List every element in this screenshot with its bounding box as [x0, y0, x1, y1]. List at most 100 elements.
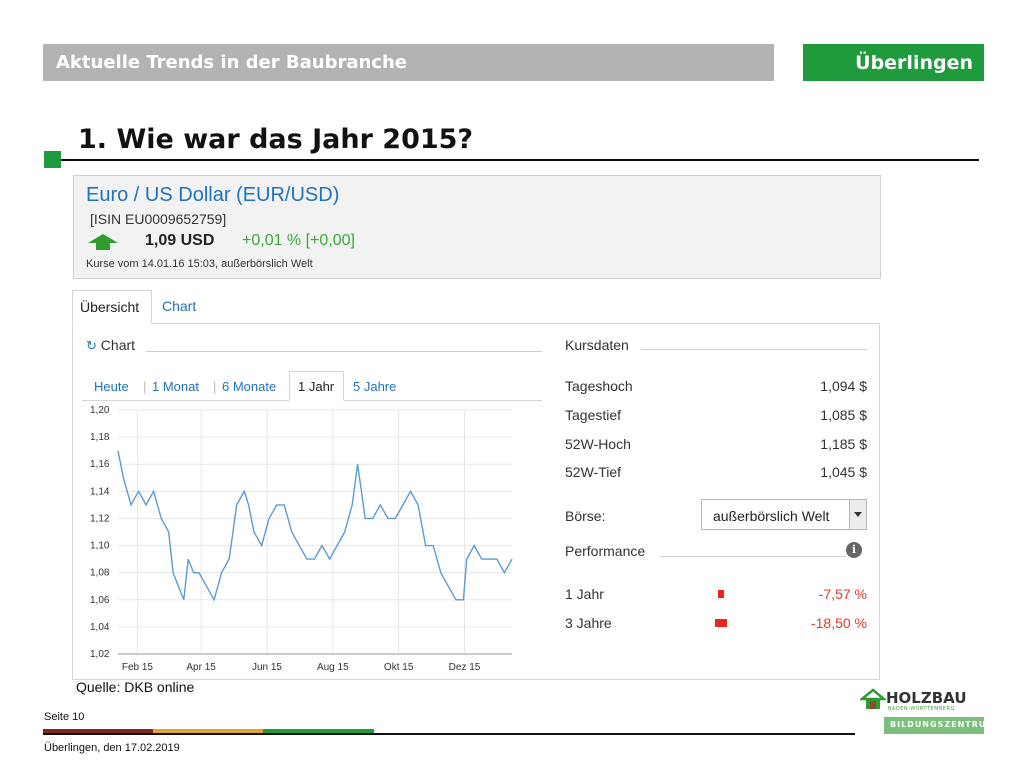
- data-point: [402, 504, 404, 506]
- data-point: [198, 572, 200, 574]
- chart-grid: [118, 409, 512, 655]
- heading-bullet: [44, 151, 61, 168]
- data-point: [145, 504, 147, 506]
- range-1-year[interactable]: 1 Jahr: [289, 371, 344, 401]
- heading-underline: [61, 159, 979, 161]
- price-change: +0,01 % [+0,00]: [242, 232, 355, 249]
- y-tick-label: 1,06: [90, 595, 110, 606]
- performance-divider: [660, 556, 846, 557]
- data-point: [253, 531, 255, 533]
- data-point: [268, 517, 270, 519]
- kursdaten-value: 1,085 $: [820, 407, 867, 423]
- footer-stripe: [263, 729, 374, 734]
- logo-name: HOLZBAU: [886, 689, 967, 707]
- y-tick-label: 1,12: [90, 513, 110, 524]
- kursdaten-value: 1,045 $: [820, 464, 867, 480]
- eurusd-series-line: [117, 450, 513, 602]
- range-separator: |: [143, 379, 147, 394]
- tab-chart[interactable]: Chart: [162, 298, 197, 314]
- data-point: [117, 450, 119, 452]
- house-logo-icon: [860, 688, 886, 709]
- footer-color-stripes: [43, 729, 374, 734]
- quote-timestamp: Kurse vom 14.01.16 15:03, außerbörslich …: [86, 258, 313, 270]
- location-badge: Überlingen: [803, 44, 984, 81]
- footer-stripe: [43, 729, 153, 734]
- tab-overview-label: Übersicht: [80, 299, 140, 315]
- data-point: [228, 558, 230, 560]
- exchange-select[interactable]: außerbörslich Welt: [701, 499, 867, 530]
- y-axis-ticks: 1,20 1,18 1,16 1,14 1,12 1,10 1,08 1,06 1,04 1,02: [90, 405, 110, 660]
- data-point: [298, 545, 300, 547]
- data-point: [187, 558, 189, 560]
- data-point: [283, 504, 285, 506]
- footer-line: [43, 733, 855, 735]
- dropdown-button[interactable]: [849, 500, 866, 529]
- data-point: [488, 558, 490, 560]
- exchange-label: Börse:: [565, 508, 606, 524]
- x-tick-label: Jun 15: [252, 662, 282, 673]
- instrument-name[interactable]: Euro / US Dollar (EUR/USD): [86, 184, 340, 206]
- source-note: Quelle: DKB online: [76, 679, 195, 695]
- range-1-year-label: 1 Jahr: [298, 379, 335, 394]
- kursdaten-row-tagestief: Tagestief 1,085 $: [565, 407, 867, 427]
- data-point: [314, 558, 316, 560]
- y-tick-label: 1,20: [90, 405, 110, 416]
- data-point: [394, 517, 396, 519]
- range-1-month[interactable]: 1 Monat: [152, 379, 199, 394]
- data-point: [496, 558, 498, 560]
- x-tick-label: Dez 15: [449, 662, 481, 673]
- kursdaten-label: Tageshoch: [565, 378, 633, 394]
- kursdaten-label: 52W-Hoch: [565, 436, 631, 452]
- data-point: [130, 504, 132, 506]
- data-point: [372, 517, 374, 519]
- x-tick-label: Apr 15: [186, 662, 216, 673]
- x-tick-label: Aug 15: [317, 662, 349, 673]
- range-6-months[interactable]: 6 Monate: [222, 379, 277, 394]
- data-point: [221, 572, 223, 574]
- instrument-isin: [ISIN EU0009652759]: [90, 211, 227, 227]
- data-point: [379, 504, 381, 506]
- chart-section-title[interactable]: ↻ Chart: [86, 337, 135, 354]
- chevron-down-icon: [854, 512, 862, 517]
- data-point: [336, 545, 338, 547]
- performance-bar: [718, 590, 724, 598]
- kursdaten-row-tageshoch: Tageshoch 1,094 $: [565, 378, 867, 398]
- chart-section-label: Chart: [100, 337, 136, 353]
- data-point: [213, 599, 215, 601]
- up-arrow-icon: [88, 234, 118, 250]
- eurusd-series-points: [117, 450, 513, 601]
- quote-header: Euro / US Dollar (EUR/USD) [ISIN EU00096…: [73, 175, 881, 279]
- info-icon[interactable]: i: [846, 542, 862, 558]
- refresh-icon[interactable]: ↻: [86, 338, 97, 353]
- x-axis-ticks: Feb 15 Apr 15 Jun 15 Aug 15 Okt 15 Dez 15: [122, 662, 481, 673]
- slide-header-bar: Aktuelle Trends in der Baubranche: [43, 44, 774, 81]
- eurusd-line-chart[interactable]: 1,20 1,18 1,16 1,14 1,12 1,10 1,08 1,06 1,04 1,02…: [82, 400, 518, 680]
- data-point: [160, 517, 162, 519]
- y-tick-label: 1,02: [90, 649, 110, 660]
- range-separator: |: [213, 379, 217, 394]
- data-point: [177, 585, 179, 587]
- performance-value: -7,57 %: [818, 586, 867, 602]
- kursdaten-value: 1,094 $: [820, 378, 867, 394]
- data-point: [364, 517, 366, 519]
- data-point: [473, 545, 475, 547]
- location-label: Überlingen: [855, 52, 973, 74]
- kursdaten-label: Tagestief: [565, 407, 622, 423]
- data-point: [261, 545, 263, 547]
- kursdaten-title: Kursdaten: [565, 337, 629, 353]
- tab-overview[interactable]: Übersicht: [72, 290, 152, 324]
- data-point: [168, 531, 170, 533]
- data-point: [193, 572, 195, 574]
- data-point: [481, 558, 483, 560]
- data-point: [447, 585, 449, 587]
- y-tick-label: 1,16: [90, 459, 110, 470]
- exchange-select-value: außerbörslich Welt: [713, 508, 830, 524]
- y-tick-label: 1,04: [90, 622, 110, 633]
- range-today[interactable]: Heute: [94, 379, 129, 394]
- data-point: [351, 504, 353, 506]
- data-point: [276, 504, 278, 506]
- y-tick-label: 1,08: [90, 568, 110, 579]
- data-point: [329, 558, 331, 560]
- range-5-years[interactable]: 5 Jahre: [353, 379, 397, 394]
- performance-row-1-year: 1 Jahr -7,57 %: [565, 586, 867, 606]
